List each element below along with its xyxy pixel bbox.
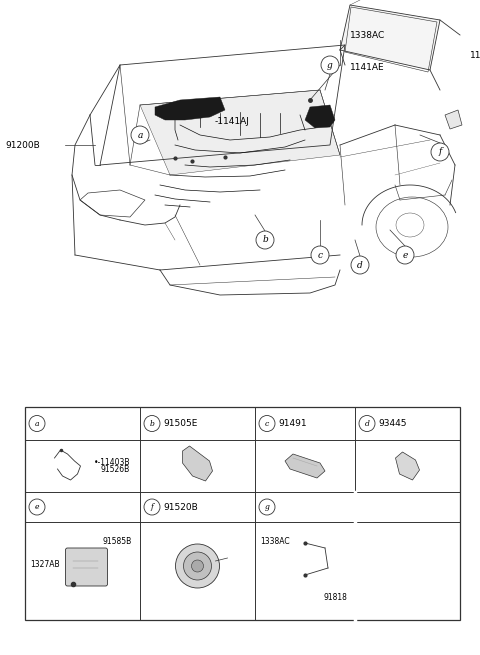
Polygon shape: [155, 97, 225, 120]
Text: e: e: [35, 503, 39, 511]
Polygon shape: [305, 105, 335, 128]
Text: c: c: [265, 419, 269, 428]
Text: c: c: [317, 250, 323, 259]
Circle shape: [396, 246, 414, 264]
Text: b: b: [150, 419, 155, 428]
Text: 91200B: 91200B: [5, 141, 40, 149]
Text: 1327AB: 1327AB: [30, 560, 60, 569]
FancyBboxPatch shape: [65, 548, 108, 586]
Text: b: b: [262, 236, 268, 244]
Text: g: g: [327, 60, 333, 69]
Text: 91491: 91491: [278, 419, 307, 428]
Circle shape: [359, 415, 375, 432]
Text: 91526B: 91526B: [101, 465, 130, 474]
Text: 1338AC: 1338AC: [350, 31, 385, 39]
Circle shape: [351, 256, 369, 274]
Bar: [25, 407, 460, 620]
Circle shape: [311, 246, 329, 264]
Text: 91818: 91818: [323, 593, 347, 602]
Text: 1338AC: 1338AC: [260, 537, 289, 546]
Circle shape: [256, 231, 274, 249]
Polygon shape: [396, 452, 420, 480]
Circle shape: [259, 415, 275, 432]
Text: e: e: [402, 250, 408, 259]
Text: 91520B: 91520B: [163, 502, 198, 512]
Text: f: f: [151, 503, 154, 511]
Text: -1141AJ: -1141AJ: [215, 117, 250, 126]
Circle shape: [183, 552, 212, 580]
Text: 1141AE: 1141AE: [350, 62, 384, 71]
Circle shape: [321, 56, 339, 74]
Circle shape: [431, 143, 449, 161]
Circle shape: [176, 544, 219, 588]
Polygon shape: [140, 90, 340, 175]
Circle shape: [144, 415, 160, 432]
Polygon shape: [445, 110, 462, 129]
Circle shape: [144, 499, 160, 515]
Circle shape: [29, 415, 45, 432]
Text: a: a: [35, 419, 39, 428]
Text: 1141AE: 1141AE: [470, 50, 480, 60]
Circle shape: [29, 499, 45, 515]
Circle shape: [192, 560, 204, 572]
Text: 93445: 93445: [378, 419, 407, 428]
Circle shape: [131, 126, 149, 144]
Polygon shape: [285, 454, 325, 478]
Text: d: d: [365, 419, 370, 428]
Text: 91505E: 91505E: [163, 419, 197, 428]
Circle shape: [259, 499, 275, 515]
Text: •-11403B: •-11403B: [94, 458, 130, 467]
Text: f: f: [438, 147, 442, 157]
Polygon shape: [182, 446, 213, 481]
Text: a: a: [137, 130, 143, 140]
Polygon shape: [340, 5, 440, 70]
Text: g: g: [264, 503, 269, 511]
Text: 91585B: 91585B: [103, 537, 132, 546]
Text: d: d: [357, 261, 363, 269]
